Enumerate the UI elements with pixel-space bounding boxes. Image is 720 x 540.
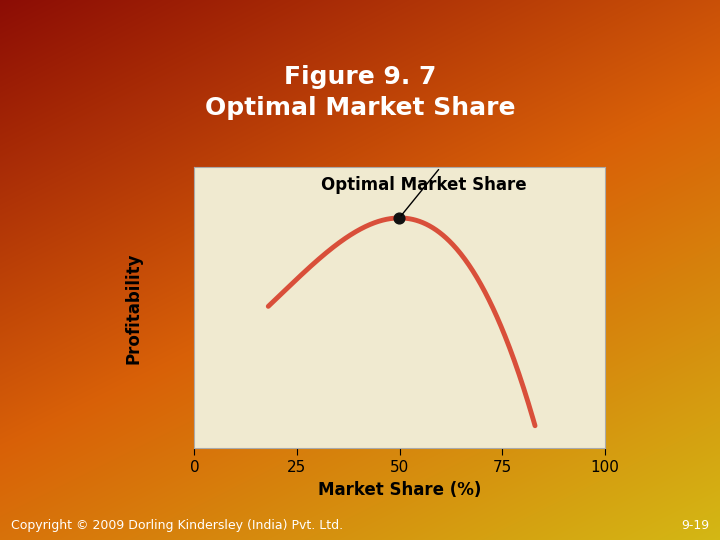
Text: Optimal Market Share: Optimal Market Share bbox=[321, 176, 527, 194]
Text: 9-19: 9-19 bbox=[681, 519, 709, 532]
Point bbox=[394, 214, 405, 222]
Text: Profitability: Profitability bbox=[124, 252, 142, 363]
Text: Figure 9. 7
Optimal Market Share: Figure 9. 7 Optimal Market Share bbox=[204, 65, 516, 120]
Text: Copyright © 2009 Dorling Kindersley (India) Pvt. Ltd.: Copyright © 2009 Dorling Kindersley (Ind… bbox=[11, 519, 343, 532]
X-axis label: Market Share (%): Market Share (%) bbox=[318, 481, 481, 498]
